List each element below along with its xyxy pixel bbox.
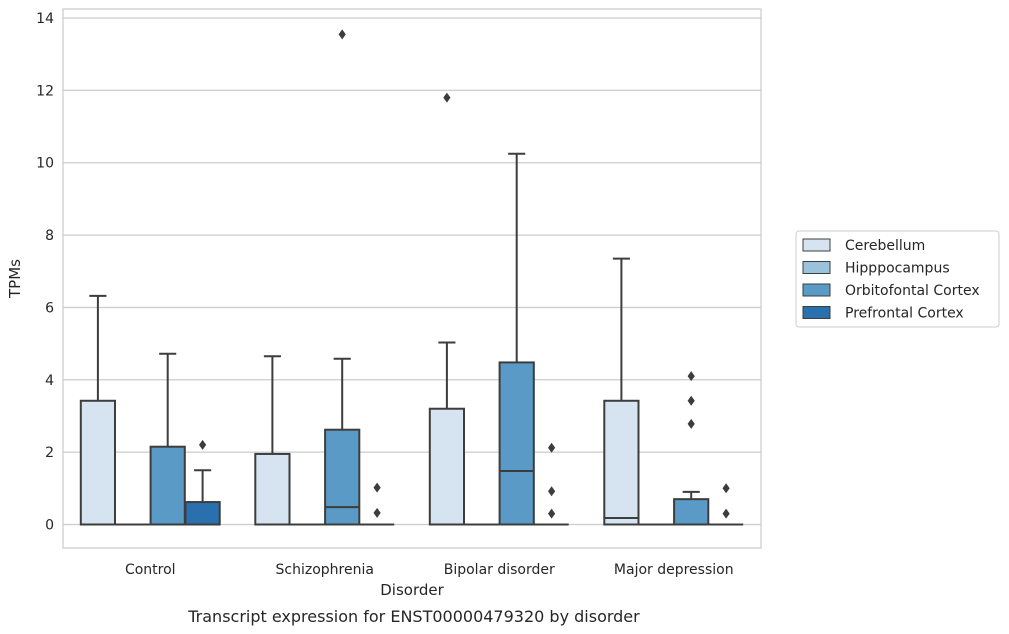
y-tick-label: 8: [45, 228, 54, 244]
box-iqr: [254, 452, 291, 526]
y-tick-label: 4: [45, 373, 54, 389]
x-tick-label: Bipolar disorder: [444, 562, 555, 578]
box-3-2: [673, 371, 710, 526]
legend-swatch: [802, 261, 831, 274]
legend-swatch: [802, 306, 831, 319]
x-tick-label: Control: [125, 562, 176, 578]
box-2-2: [498, 152, 535, 526]
y-tick-label: 2: [45, 445, 54, 461]
x-tick-label: Major depression: [614, 562, 734, 578]
box-3-3: [708, 483, 744, 526]
outlier-point: [548, 486, 556, 497]
legend-swatch: [802, 238, 831, 252]
box-iqr: [603, 399, 640, 526]
outlier-point: [373, 507, 381, 518]
outlier-point: [722, 508, 730, 519]
y-tick-label: 12: [36, 83, 54, 99]
y-tick-label: 0: [45, 517, 54, 533]
box-0-2: [149, 352, 186, 526]
box-0-0: [79, 294, 117, 526]
box-2-0: [428, 92, 466, 526]
outlier-point: [548, 508, 556, 519]
box-iqr: [324, 428, 361, 526]
outlier-point: [338, 29, 346, 40]
box-1-2: [324, 29, 361, 526]
legend-frame: [795, 230, 1000, 328]
box-0-3: [184, 439, 221, 526]
legend-label: Cerebellum: [845, 238, 925, 254]
box-1-3: [359, 482, 395, 526]
plot-frame: [62, 8, 762, 549]
outlier-point: [722, 483, 730, 494]
outlier-point: [373, 482, 381, 493]
box-iqr: [149, 445, 186, 526]
legend: Cerebellum Hipppocampus Orbitofontal Corte…: [795, 230, 1000, 328]
box-iqr: [79, 399, 117, 526]
outlier-point: [687, 418, 695, 429]
box-3-0: [603, 257, 640, 526]
y-tick-label: 10: [36, 156, 54, 172]
x-axis-label: Disorder: [380, 581, 444, 599]
box-iqr: [498, 361, 535, 526]
box-iqr: [673, 498, 710, 526]
y-axis-label: TPMs: [6, 259, 24, 299]
box-2-3: [534, 442, 569, 526]
outlier-point: [443, 92, 451, 103]
y-tick-label: 6: [45, 300, 54, 316]
outlier-point: [199, 439, 207, 450]
outlier-point: [548, 442, 556, 453]
legend-label: Hipppocampus: [845, 261, 950, 277]
y-tick-label: 14: [36, 11, 54, 27]
box-iqr: [428, 407, 466, 526]
legend-swatch: [802, 283, 831, 297]
y-tick-labels: 0 2 4 6 8 10 12 14: [36, 11, 54, 533]
outlier-point: [687, 371, 695, 382]
box-iqr: [184, 501, 221, 526]
chart-caption: Transcript expression for ENST0000047932…: [187, 607, 640, 626]
box-plots: [79, 29, 744, 526]
box-1-0: [254, 355, 291, 526]
x-tick-labels: Control Schizophrenia Bipolar disorder Majo…: [125, 562, 734, 578]
x-tick-label: Schizophrenia: [276, 562, 374, 578]
legend-label: Prefrontal Cortex: [845, 306, 964, 322]
legend-label: Orbitofontal Cortex: [845, 283, 980, 299]
outlier-point: [687, 395, 695, 406]
